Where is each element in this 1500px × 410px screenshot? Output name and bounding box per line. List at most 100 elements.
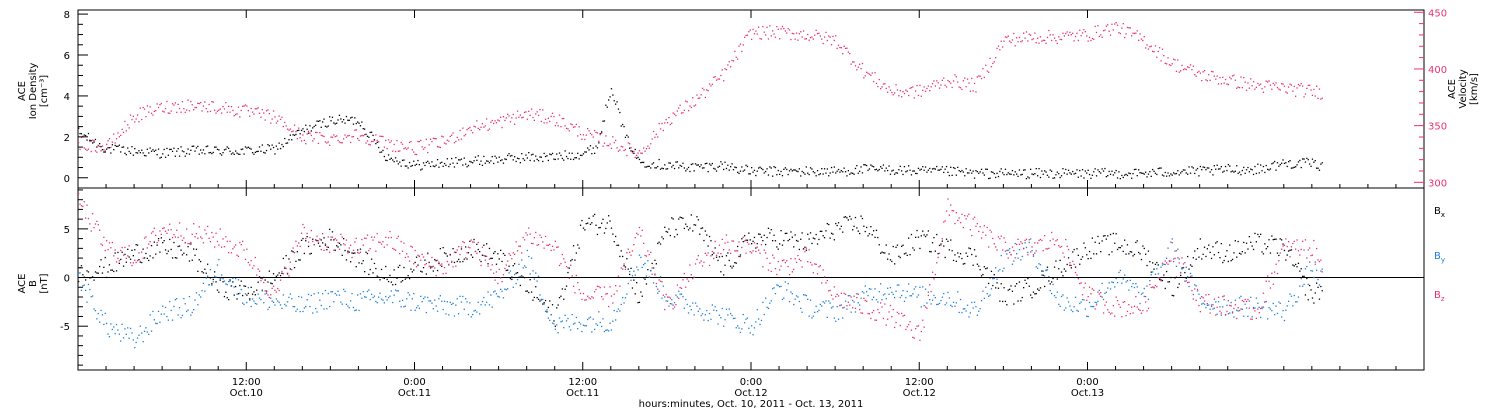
density-point-199 [357,121,359,123]
bz-point-56 [156,241,158,244]
density-point-109 [230,153,233,155]
bz-point-388 [622,268,624,270]
bz-point-703 [1063,256,1065,258]
density-point-452 [711,162,713,165]
bx-point-880 [1311,297,1314,299]
bz-point-532 [823,276,826,278]
density-point-742 [1118,171,1120,173]
bx-point-435 [687,229,690,231]
bz-point-88 [201,237,203,240]
velocity-point-563 [867,72,869,74]
by-point-169 [315,307,317,310]
by-point-435 [687,312,690,314]
density-point-311 [514,156,516,158]
by-point-413 [657,292,659,294]
by-point-167 [312,312,314,314]
by-point-402 [641,266,643,269]
bz-point-493 [769,262,771,264]
by-point-102 [221,274,223,276]
by-point-308 [509,270,512,272]
velocity-point-824 [1233,74,1235,76]
velocity-point-287 [480,126,482,128]
velocity-point-816 [1222,76,1224,78]
density-point-709 [1072,170,1074,173]
density-point-38 [131,146,133,148]
density-point-309 [511,154,513,157]
bz-point-441 [696,258,698,261]
velocity-point-758 [1140,38,1143,40]
by-point-651 [990,288,993,290]
bx-point-879 [1310,289,1312,291]
density-point-50 [148,152,150,154]
density-point-524 [812,171,814,173]
density-point-275 [463,157,465,159]
density-point-13 [96,146,98,148]
by-point-451 [710,318,712,320]
bx-point-272 [459,261,461,263]
velocity-point-378 [608,145,610,147]
velocity-point-77 [186,109,188,111]
bx-point-147 [284,267,286,269]
bx-point-584 [896,244,899,246]
velocity-point-544 [840,47,842,49]
density-point-433 [685,170,687,172]
velocity-point-264 [448,140,450,142]
bz-point-632 [964,215,966,217]
by-point-188 [341,303,343,305]
velocity-point-419 [665,118,667,121]
velocity-point-574 [882,83,885,85]
bx-point-778 [1168,281,1171,283]
density-point-549 [847,170,849,172]
by-point-436 [689,305,691,307]
by-point-244 [420,295,422,297]
bx-point-259 [441,265,443,267]
velocity-point-800 [1199,72,1201,74]
bx-point-215 [379,279,381,281]
bz-point-692 [1048,247,1050,249]
bx-point-39 [132,255,134,257]
density-point-34 [125,154,127,156]
by-point-132 [263,302,265,304]
velocity-point-480 [751,38,753,40]
density-point-461 [724,161,726,163]
bz-point-194 [350,244,352,246]
velocity-point-717 [1083,29,1085,31]
density-point-132 [263,151,265,154]
density-point-379 [609,96,611,98]
density-point-413 [657,165,659,168]
density-point-159 [300,129,303,132]
density-point-528 [818,174,820,176]
density-point-323 [530,154,533,156]
density-point-786 [1180,172,1182,174]
by-point-765 [1150,274,1152,276]
by-point-149 [286,301,289,303]
bx-point-88 [201,271,203,273]
bx-point-346 [563,298,565,300]
by-point-710 [1073,306,1075,308]
bx-point-240 [414,261,416,264]
bz-point-540 [835,295,837,298]
velocity-point-869 [1296,87,1298,89]
density-point-861 [1285,162,1287,164]
bx-point-844 [1261,251,1263,253]
velocity-point-359 [581,138,583,140]
velocity-point-669 [1016,37,1018,39]
velocity-point-584 [896,89,899,91]
velocity-point-333 [544,118,547,120]
bx-point-234 [406,277,408,279]
density-point-558 [860,166,862,168]
bz-point-277 [466,252,468,254]
bz-point-737 [1111,312,1113,314]
bz-point-239 [413,263,415,265]
bx-point-776 [1166,270,1168,273]
density-point-633 [965,168,967,170]
density-point-444 [700,164,702,166]
velocity-point-636 [969,90,971,92]
by-point-287 [480,304,482,306]
velocity-point-658 [1000,40,1002,42]
density-point-661 [1004,168,1007,170]
by-point-420 [666,300,669,302]
velocity-point-793 [1189,64,1192,66]
bz-point-135 [267,294,269,296]
bz-point-690 [1045,248,1047,250]
